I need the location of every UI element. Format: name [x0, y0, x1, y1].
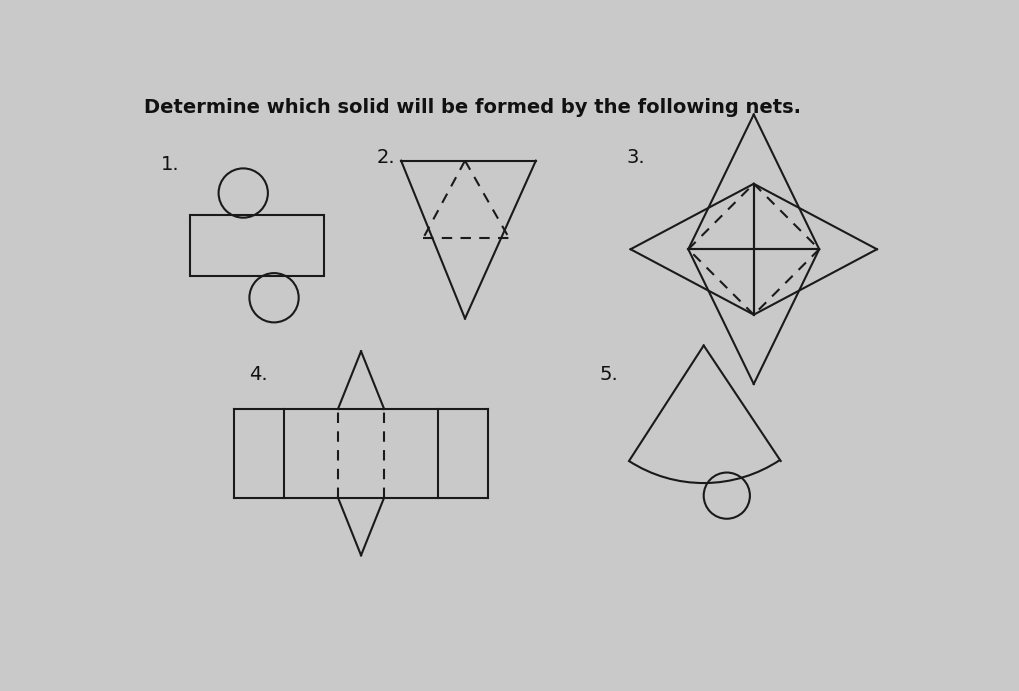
Bar: [283, 409, 437, 498]
Text: 1.: 1.: [161, 155, 179, 174]
Bar: [190, 215, 324, 276]
Text: 4.: 4.: [250, 365, 268, 384]
Text: 2.: 2.: [376, 148, 394, 167]
Text: 3.: 3.: [626, 148, 645, 167]
Text: Determine which solid will be formed by the following nets.: Determine which solid will be formed by …: [144, 97, 800, 117]
Text: 5.: 5.: [599, 365, 618, 384]
